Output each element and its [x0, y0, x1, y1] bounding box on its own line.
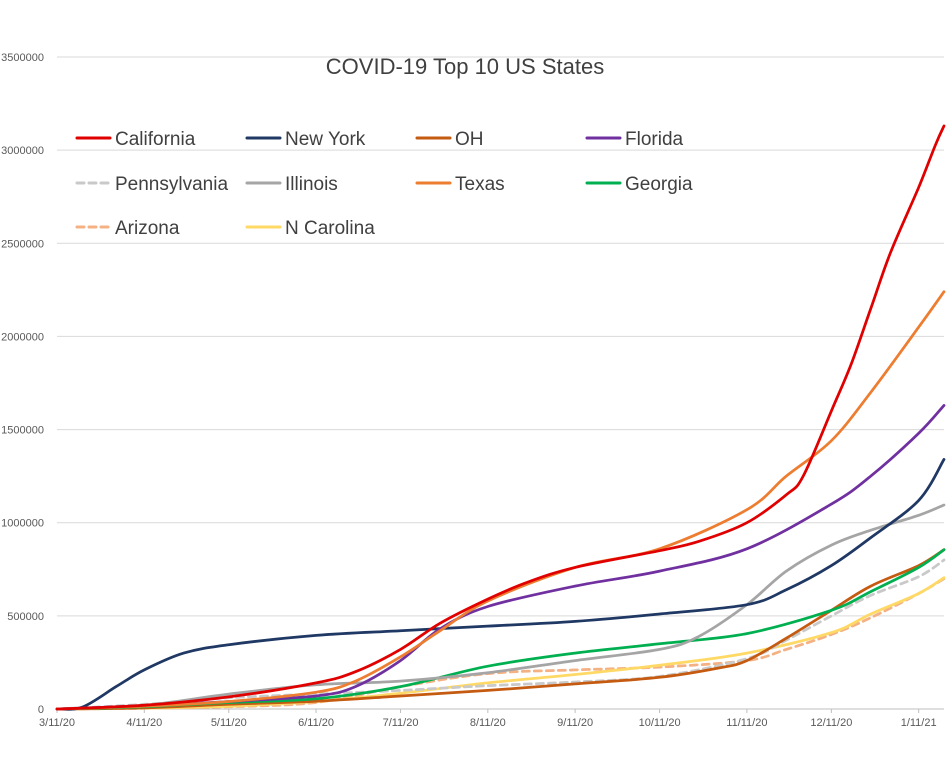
x-tick-label: 4/11/20 — [126, 717, 162, 729]
x-tick-label: 1/11/21 — [901, 717, 937, 729]
x-tick-label: 6/11/20 — [298, 717, 334, 729]
y-tick-label: 3500000 — [1, 52, 44, 64]
legend-label-texas: Texas — [455, 174, 505, 195]
x-tick-label: 3/11/20 — [39, 717, 75, 729]
x-tick-label: 8/11/20 — [470, 717, 506, 729]
x-tick-label: 12/11/20 — [810, 717, 852, 729]
y-tick-label: 1500000 — [1, 425, 44, 437]
legend-label-california: California — [115, 129, 196, 150]
legend-label-new-york: New York — [285, 129, 366, 150]
legend-label-oh: OH — [455, 129, 484, 150]
x-tick-label: 11/11/20 — [726, 717, 767, 729]
series-line-texas — [55, 290, 946, 711]
y-tick-label: 0 — [38, 704, 44, 716]
series-line-illinois — [55, 503, 946, 711]
series-line-n-carolina — [55, 576, 946, 711]
y-tick-label: 2500000 — [1, 238, 44, 250]
series-lines — [55, 124, 946, 711]
legend-label-illinois: Illinois — [285, 174, 338, 195]
x-tick-label: 10/11/20 — [639, 717, 681, 729]
y-tick-label: 2000000 — [1, 331, 44, 343]
y-tick-label: 1000000 — [1, 518, 44, 530]
y-tick-label: 500000 — [7, 611, 44, 623]
y-axis: 0 500000 1000000 1500000 2000000 2500000 30000… — [1, 52, 44, 716]
legend-label-pennsylvania: Pennsylvania — [115, 174, 228, 195]
series-line-oh — [55, 548, 946, 711]
legend-label-arizona: Arizona — [115, 218, 180, 239]
series-line-new-york — [55, 458, 946, 711]
chart-title: COVID-19 Top 10 US States — [326, 54, 604, 79]
y-tick-label: 3000000 — [1, 145, 44, 157]
x-axis: 3/11/20 4/11/20 5/11/20 6/11/20 7/11/20 8/11/… — [39, 708, 944, 729]
legend-label-georgia: Georgia — [625, 174, 693, 195]
series-line-pennsylvania — [55, 558, 946, 711]
gridlines — [57, 56, 944, 617]
legend-label-n-carolina: N Carolina — [285, 218, 375, 239]
x-tick-label: 5/11/20 — [211, 717, 247, 729]
legend: California New York OH Florida Pennsylvania I… — [75, 129, 693, 239]
series-line-california — [55, 124, 946, 711]
x-tick-label: 9/11/20 — [557, 717, 593, 729]
x-tick-label: 7/11/20 — [383, 717, 419, 729]
legend-label-florida: Florida — [625, 129, 684, 150]
